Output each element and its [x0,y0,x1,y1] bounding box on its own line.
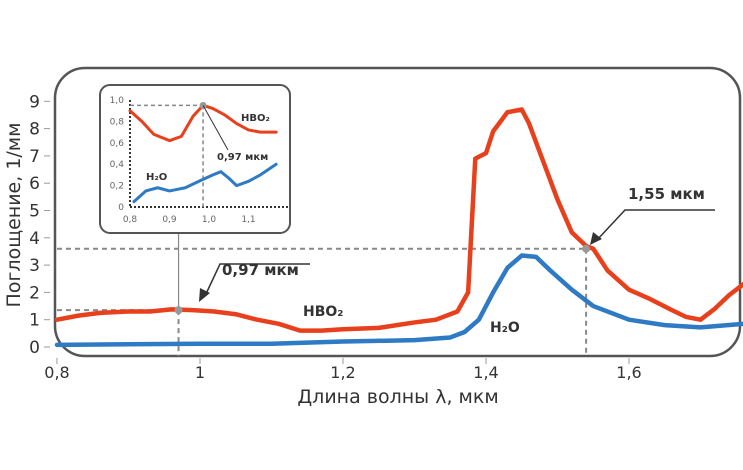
x-tick-label: 1,2 [330,363,355,382]
inset-y-tick-label: 0,4 [110,160,125,170]
inset-label-hbo2: HBO₂ [241,113,270,124]
arrow-line-097 [204,263,310,297]
x-axis-label: Длина волны λ, мкм [297,386,498,408]
marker-097 [174,306,183,315]
y-tick-label: 1 [29,311,40,331]
y-tick-label: 2 [29,283,40,303]
y-tick-label: 0 [29,338,40,358]
marker-155 [582,244,591,253]
inset-annotation: 0,97 мкм [217,152,268,163]
y-tick-label: 7 [29,147,40,167]
arrow-line-155 [596,209,715,241]
inset-frame [99,84,291,234]
inset-y-tick-label: 1,0 [110,96,125,106]
y-tick-label: 3 [29,256,40,276]
x-tick-label: 1,4 [473,363,498,382]
arrow-head-097 [199,288,210,302]
y-tick-label: 8 [29,120,40,140]
y-tick-label: 5 [29,202,40,222]
x-tick-label: 1 [195,363,205,382]
series-label-h2o: H₂O [490,320,520,336]
inset-y-tick-label: 0,8 [110,117,125,127]
series-line-hbo2 [54,107,743,333]
inset-series-line-h2o [132,162,278,204]
inset-label-h2o: H₂O [146,172,167,183]
inset-y-tick-label: 0,2 [110,182,124,192]
annotation-155: 1,55 мкм [628,185,705,203]
inset-pointer [202,105,229,151]
inset-x-tick-label: 1,0 [202,215,217,225]
inset-y-tick-label: 0,6 [110,139,125,149]
y-axis-label: Поглощение, 1/мм [3,123,25,308]
series-label-hbo2: HBO₂ [303,304,343,320]
annotation-097: 0,97 мкм [222,261,299,279]
y-tick-label: 9 [29,92,40,112]
series-line-h2o [54,253,743,348]
x-tick-label: 0,8 [44,363,69,382]
y-tick-label: 6 [29,174,40,194]
y-tick-label: 4 [29,229,40,249]
inset-x-tick-label: 0,9 [162,215,177,225]
inset-y-tick-label: 0 [118,203,124,213]
arrow-head-155 [590,232,602,245]
plot-frame [53,66,742,358]
inset-x-tick-label: 0,8 [123,215,138,225]
x-tick-label: 1,6 [616,363,641,382]
inset-x-tick-label: 1,1 [241,215,255,225]
